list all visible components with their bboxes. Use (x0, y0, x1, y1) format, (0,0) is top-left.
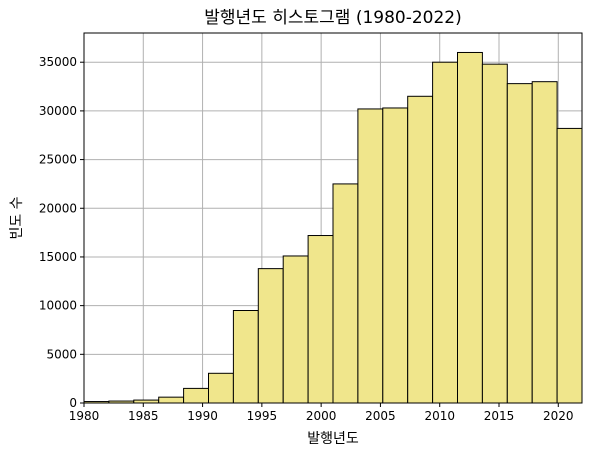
x-tick-label: 2000 (306, 409, 337, 423)
histogram-bar (232, 310, 259, 404)
chart-title: 발행년도 히스토그램 (1980-2022) (204, 8, 462, 28)
histogram-bar (332, 183, 359, 404)
y-tick-label: 25000 (39, 153, 77, 167)
histogram-bar (208, 372, 234, 404)
x-tick-label: 2020 (543, 409, 574, 423)
y-axis-ticks: 0 5000 10000 15000 20000 25000 30000 35000 (39, 55, 84, 410)
y-tick-label: 5000 (46, 347, 77, 361)
y-axis-title: 빈도 수 (9, 196, 25, 239)
histogram-bar (506, 83, 533, 404)
y-tick-label: 10000 (39, 299, 77, 313)
y-tick-label: 0 (69, 396, 77, 410)
x-tick-label: 2015 (484, 409, 515, 423)
histogram-bar (357, 108, 384, 404)
histogram-bar (556, 127, 583, 404)
histogram-bar (407, 95, 434, 404)
histogram-bar (382, 107, 409, 404)
x-tick-label: 1985 (128, 409, 159, 423)
y-tick-label: 35000 (39, 55, 77, 69)
x-tick-label: 1980 (69, 409, 100, 423)
histogram-bar (457, 51, 483, 404)
x-tick-label: 2010 (424, 409, 455, 423)
histogram-bar (158, 396, 185, 404)
x-axis-title: 발행년도 (307, 431, 359, 447)
bars-group (83, 51, 583, 404)
histogram-bar (432, 61, 459, 404)
histogram-bar (282, 255, 309, 404)
y-tick-label: 30000 (39, 104, 77, 118)
plot-frame (83, 32, 583, 404)
histogram-bar (307, 235, 334, 404)
histogram-bar (531, 81, 558, 404)
histogram-bar (257, 268, 284, 404)
histogram-bar (183, 387, 210, 404)
x-axis-ticks: 1980 1985 1990 1995 2000 2005 2010 2015 2020 (69, 403, 574, 423)
y-tick-label: 15000 (39, 250, 77, 264)
x-tick-label: 2005 (365, 409, 396, 423)
x-tick-label: 1995 (247, 409, 278, 423)
y-tick-label: 20000 (39, 201, 77, 215)
histogram-bar (481, 63, 508, 404)
x-tick-label: 1990 (187, 409, 218, 423)
